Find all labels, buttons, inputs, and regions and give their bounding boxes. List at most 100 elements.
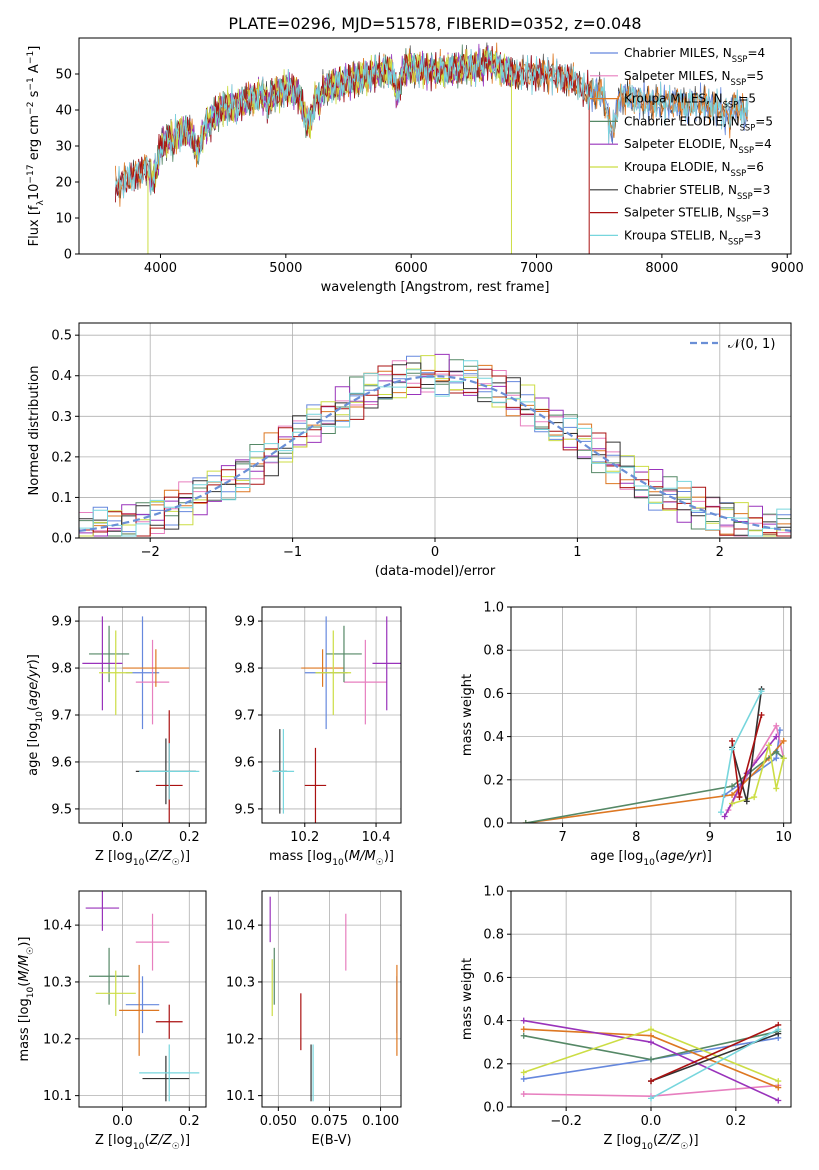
weight-marker: [736, 794, 743, 801]
weight-marker: [775, 1084, 782, 1091]
weight-marker: [775, 1097, 782, 1104]
plot-area: [269, 896, 398, 1102]
legend-spectrum: Chabrier MILES, NSSP=4 Salpeter MILES, NS…: [590, 46, 773, 246]
x-tick-label: 0.2: [179, 1114, 200, 1129]
legend-label: 𝒩(0, 1): [728, 337, 775, 352]
weight-marker: [520, 1075, 527, 1082]
y-tick-label: 40: [55, 104, 72, 119]
weight-line: [525, 750, 785, 823]
x-axis-label: Z [log10(Z/Z☉)]: [603, 1133, 698, 1152]
y-tick-label: 0.2: [483, 1057, 504, 1072]
y-tick-label: 0.8: [483, 928, 504, 943]
panel-mass_vs_Z: 0.0 0.2 10.1 10.2 10.3 10.4 Z [log10(Z/Z☉)] mas…: [17, 890, 207, 1152]
y-tick-label: 9.8: [234, 662, 255, 677]
weight-marker: [743, 798, 750, 805]
axes-frame: [78, 322, 792, 539]
weight-marker: [780, 737, 787, 744]
x-tick-label: 0.075: [311, 1114, 348, 1129]
weight-marker: [751, 794, 758, 801]
panel-residuals: −2 −1 0 1 2 0.0 0.1 0.2 0.3 0.4 0.5 (data-model)/er…: [27, 322, 792, 579]
legend-label: Chabrier STELIB, NSSP=3: [624, 183, 770, 201]
x-tick-label: 10: [775, 830, 792, 845]
panel-mass_vs_ebv: 0.050 0.075 0.100 10.1 10.2 10.3 10.4 E(B-V): [226, 890, 402, 1148]
y-tick-label: 10.2: [226, 1032, 255, 1047]
histogram-step: [79, 360, 791, 538]
x-axis-label: age [log10(age/yr)]: [590, 849, 712, 868]
y-tick-label: 0.6: [483, 971, 504, 986]
x-tick-label: 0.0: [112, 830, 133, 845]
x-tick-label: 0.2: [179, 830, 200, 845]
x-tick-label: 8000: [645, 261, 678, 276]
plot-area: [520, 1017, 782, 1104]
axes-frame: [78, 37, 792, 255]
y-tick-label: 10.2: [43, 1032, 72, 1047]
x-tick-label: 5000: [269, 261, 302, 276]
y-tick-label: 9.9: [234, 615, 255, 630]
x-axis-label: E(B-V): [311, 1133, 351, 1148]
weight-marker: [648, 1039, 654, 1046]
y-axis-label: age [log10(age/yr)]: [26, 654, 45, 776]
x-tick-label: 6000: [395, 261, 428, 276]
axes-frame: [510, 606, 792, 824]
x-tick-label: 7: [558, 830, 566, 845]
x-tick-label: 0.2: [726, 1114, 747, 1129]
legend-label: Kroupa ELODIE, NSSP=6: [624, 160, 764, 178]
y-tick-label: 0.0: [483, 1101, 504, 1116]
y-tick-label: 0.2: [51, 450, 72, 465]
weight-marker: [520, 1032, 527, 1039]
weight-marker: [773, 722, 780, 729]
legend-label: Chabrier MILES, NSSP=4: [624, 46, 765, 64]
weight-marker: [780, 755, 787, 762]
panel-spectrum: 4000 5000 6000 7000 8000 9000 0 10 20 30 40 50 wavel…: [26, 37, 804, 295]
legend-label: Chabrier ELODIE, NSSP=5: [624, 114, 773, 132]
y-tick-label: 0.0: [483, 817, 504, 832]
weight-marker: [729, 783, 736, 790]
axes-frame: [261, 606, 402, 824]
weight-marker: [773, 748, 780, 755]
y-tick-label: 10.1: [226, 1089, 255, 1104]
axes-frame: [510, 890, 792, 1108]
y-tick-label: 10.4: [43, 919, 72, 934]
plot-area: [85, 891, 200, 1102]
y-axis-label: mass weight: [460, 674, 475, 756]
panel-weight_vs_Z: −0.2 0.0 0.2 0.0 0.2 0.4 0.6 0.8 1.0 Z [log10(Z/Z…: [460, 885, 792, 1152]
y-tick-label: 0: [64, 248, 72, 263]
weight-marker: [773, 785, 780, 792]
weight-marker: [729, 746, 736, 753]
plot-area: [272, 616, 401, 823]
weight-marker: [729, 791, 736, 798]
y-axis-label: Normed distribution: [27, 366, 42, 496]
y-tick-label: 0.2: [483, 773, 504, 788]
axes-frame: [78, 606, 207, 824]
y-tick-label: 9.5: [51, 802, 72, 817]
y-tick-label: 9.7: [51, 709, 72, 724]
x-axis-label: wavelength [Angstrom, rest frame]: [321, 280, 550, 295]
y-tick-label: 0.5: [51, 329, 72, 344]
y-tick-label: 9.7: [234, 709, 255, 724]
y-tick-label: 0.6: [483, 687, 504, 702]
y-tick-label: 9.5: [234, 802, 255, 817]
weight-marker: [773, 755, 780, 762]
y-tick-label: 1.0: [483, 885, 504, 900]
weight-marker: [758, 688, 765, 695]
x-tick-label: 8: [632, 830, 640, 845]
x-tick-label: 4000: [144, 261, 177, 276]
panel-weight_vs_age: 7 8 9 10 0.0 0.2 0.4 0.6 0.8 1.0 age [log10(age/yr…: [460, 601, 792, 869]
y-axis-label: mass weight: [460, 958, 475, 1040]
figure-title: PLATE=0296, MJD=51578, FIBERID=0352, z=0…: [228, 14, 641, 33]
y-tick-label: 10: [55, 212, 72, 227]
y-tick-label: 50: [55, 68, 72, 83]
y-tick-label: 0.8: [483, 644, 504, 659]
weight-marker: [648, 1056, 654, 1063]
weight-marker: [773, 733, 780, 740]
legend-label: Salpeter ELODIE, NSSP=4: [624, 137, 772, 155]
x-axis-label: Z [log10(Z/Z☉)]: [95, 1133, 190, 1152]
y-tick-label: 10.1: [43, 1089, 72, 1104]
plot-area: [79, 353, 791, 538]
weight-marker: [721, 813, 728, 820]
y-tick-label: 0.0: [51, 532, 72, 547]
legend-label: Kroupa MILES, NSSP=5: [624, 92, 756, 110]
axes-frame: [78, 890, 207, 1108]
legend-label: Kroupa STELIB, NSSP=3: [624, 228, 761, 246]
